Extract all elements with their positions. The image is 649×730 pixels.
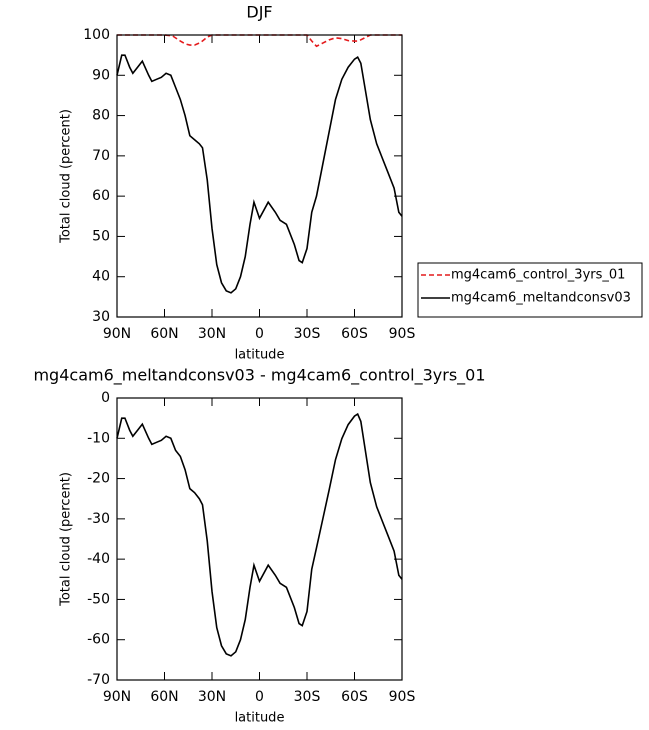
x-tick-label: 30N [198,689,226,705]
y-axis-label: Total cloud (percent) [59,109,74,244]
x-axis-label: latitude [235,711,285,726]
data-line [116,54,403,294]
plot-frame [116,34,403,318]
x-tick-label: 30S [294,326,321,342]
legend-label: mg4cam6_control_3yrs_01 [451,268,625,283]
y-tick-label: -40 [87,551,110,567]
y-tick-label: 100 [83,27,110,43]
legend-label: mg4cam6_meltandconsv03 [451,291,631,306]
x-tick-label: 0 [255,689,264,705]
y-tick-label: -70 [87,672,110,688]
y-axis-label: Total cloud (percent) [59,472,74,607]
y-tick-label: 50 [92,228,110,244]
plot-frame [116,397,403,681]
y-tick-label: -10 [87,430,110,446]
x-tick-label: 30N [198,326,226,342]
y-tick-label: 70 [92,148,110,164]
x-tick-label: 60S [341,326,368,342]
y-tick-label: 40 [92,269,110,285]
chart-title: mg4cam6_meltandconsv03 - mg4cam6_control… [33,366,485,386]
x-tick-label: 90S [389,689,416,705]
x-tick-label: 90S [389,326,416,342]
y-tick-label: 30 [92,309,110,325]
x-tick-label: 0 [255,326,264,342]
legend-box [417,262,643,318]
y-tick-label: -30 [87,511,110,527]
y-tick-label: -50 [87,591,110,607]
chart-title: DJF [246,3,272,22]
y-tick-label: 60 [92,188,110,204]
x-tick-label: 30S [294,689,321,705]
x-axis-label: latitude [235,348,285,363]
x-tick-label: 60S [341,689,368,705]
x-tick-label: 90N [103,326,131,342]
y-tick-label: 90 [92,67,110,83]
y-tick-label: -60 [87,632,110,648]
x-tick-label: 90N [103,689,131,705]
y-tick-label: 0 [101,390,110,406]
data-line [116,412,403,657]
y-tick-label: 80 [92,108,110,124]
x-tick-label: 60N [150,326,178,342]
y-tick-label: -20 [87,471,110,487]
x-tick-label: 60N [150,689,178,705]
